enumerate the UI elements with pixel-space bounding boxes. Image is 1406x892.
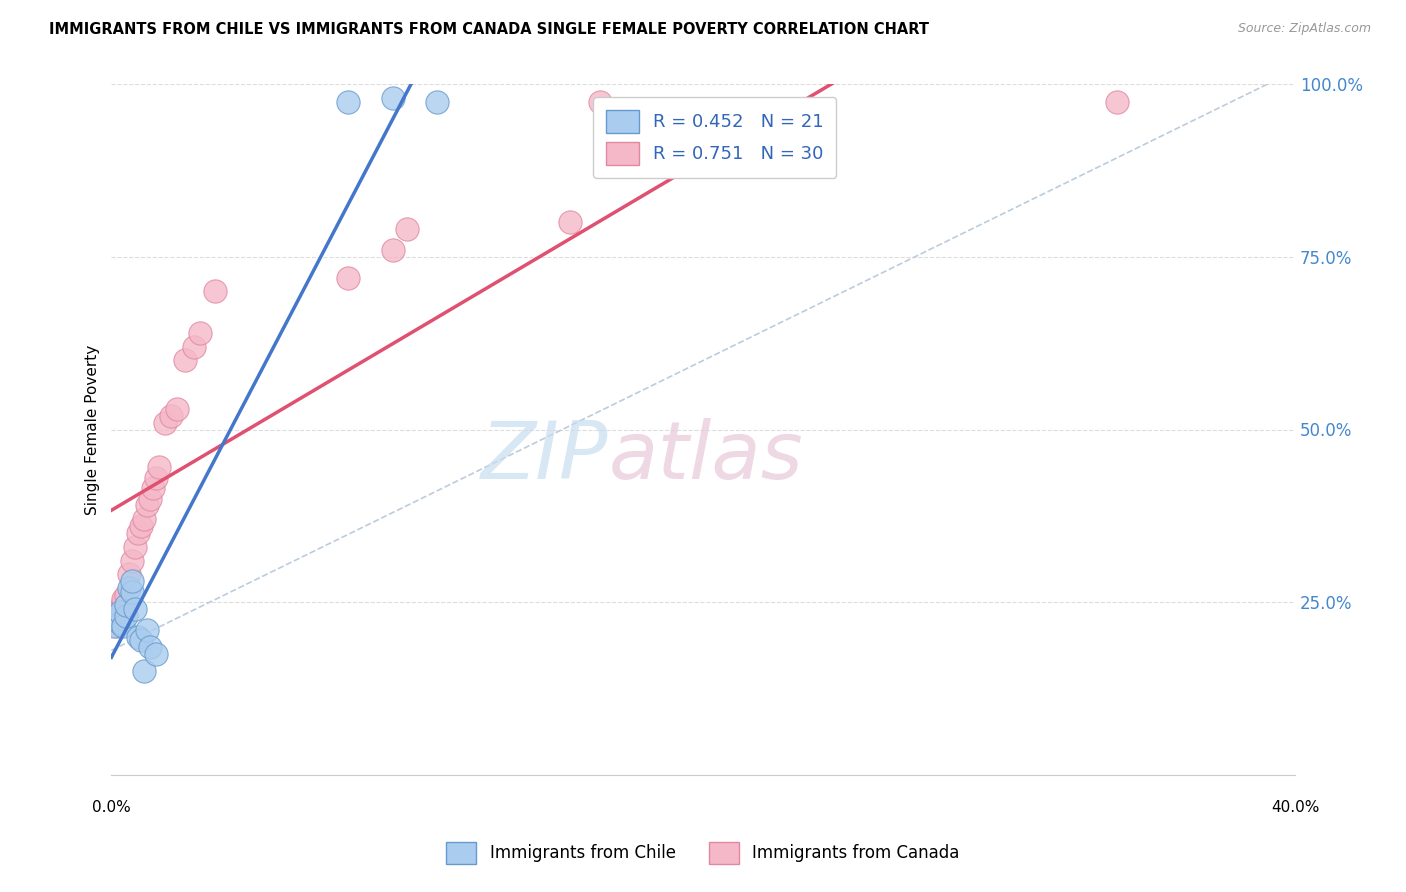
Point <box>121 584 143 599</box>
Point <box>132 664 155 678</box>
Point <box>204 285 226 299</box>
Legend: Immigrants from Chile, Immigrants from Canada: Immigrants from Chile, Immigrants from C… <box>440 836 966 871</box>
Point <box>124 540 146 554</box>
Point <box>105 612 128 626</box>
Point <box>105 619 128 633</box>
Point <box>148 460 170 475</box>
Point <box>381 91 404 105</box>
Y-axis label: Single Female Poverty: Single Female Poverty <box>86 344 100 515</box>
Point <box>159 409 181 423</box>
Point <box>110 602 132 616</box>
Text: Source: ZipAtlas.com: Source: ZipAtlas.com <box>1237 22 1371 36</box>
Point <box>112 619 135 633</box>
Point <box>188 326 211 340</box>
Point <box>115 608 138 623</box>
Point <box>135 623 157 637</box>
Point <box>115 588 138 602</box>
Point <box>129 519 152 533</box>
Text: atlas: atlas <box>609 418 803 496</box>
Point <box>132 512 155 526</box>
Point <box>115 599 138 613</box>
Text: 40.0%: 40.0% <box>1271 799 1319 814</box>
Point <box>110 606 132 620</box>
Point <box>153 416 176 430</box>
Point <box>337 270 360 285</box>
Point <box>588 95 610 109</box>
Legend: R = 0.452   N = 21, R = 0.751   N = 30: R = 0.452 N = 21, R = 0.751 N = 30 <box>593 97 837 178</box>
Point <box>110 615 132 630</box>
Text: 0.0%: 0.0% <box>91 799 131 814</box>
Point <box>558 215 581 229</box>
Point <box>145 471 167 485</box>
Text: IMMIGRANTS FROM CHILE VS IMMIGRANTS FROM CANADA SINGLE FEMALE POVERTY CORRELATIO: IMMIGRANTS FROM CHILE VS IMMIGRANTS FROM… <box>49 22 929 37</box>
Point <box>337 95 360 109</box>
Point <box>118 567 141 582</box>
Point <box>174 353 197 368</box>
Point <box>129 632 152 647</box>
Point <box>396 222 419 236</box>
Point <box>112 591 135 606</box>
Point <box>103 619 125 633</box>
Point <box>127 630 149 644</box>
Point <box>139 491 162 506</box>
Point <box>118 581 141 595</box>
Point <box>112 595 135 609</box>
Point <box>142 481 165 495</box>
Point <box>121 554 143 568</box>
Point <box>139 640 162 654</box>
Point <box>124 602 146 616</box>
Point <box>145 647 167 661</box>
Text: ZIP: ZIP <box>481 418 609 496</box>
Point <box>103 615 125 630</box>
Point <box>135 499 157 513</box>
Point <box>166 401 188 416</box>
Point <box>183 340 205 354</box>
Point <box>105 608 128 623</box>
Point <box>121 574 143 589</box>
Point <box>1107 95 1129 109</box>
Point <box>381 243 404 257</box>
Point <box>127 526 149 541</box>
Point <box>426 95 449 109</box>
